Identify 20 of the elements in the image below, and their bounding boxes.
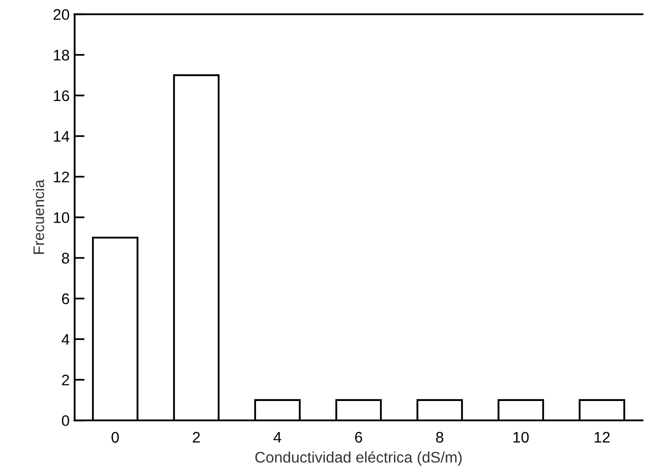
- y-tick-label: 4: [62, 334, 70, 345]
- y-tick-label: 2: [62, 374, 70, 386]
- y-axis-title: Frecuencia: [32, 180, 44, 254]
- y-tick-label: 0: [62, 415, 70, 426]
- y-tick-label: 8: [62, 252, 70, 264]
- x-tick-label: 2: [192, 432, 200, 443]
- x-tick-label: 8: [436, 432, 444, 443]
- x-tick-label: 6: [355, 432, 362, 443]
- y-tick-label: 16: [54, 90, 70, 102]
- y-tick-label: 12: [54, 172, 70, 182]
- x-tick-label: 12: [594, 432, 610, 443]
- x-axis-title: Conductividad eléctrica (dS/m): [255, 451, 462, 466]
- x-tick-label: 0: [112, 432, 119, 443]
- y-tick-label: 14: [54, 131, 70, 142]
- y-tick-label: 6: [62, 293, 70, 304]
- y-tick-label: 18: [54, 50, 70, 61]
- x-tick-label: 4: [274, 432, 282, 443]
- y-tick-label: 20: [54, 9, 70, 20]
- x-tick-label: 10: [513, 432, 529, 443]
- y-tick-label: 10: [54, 212, 70, 223]
